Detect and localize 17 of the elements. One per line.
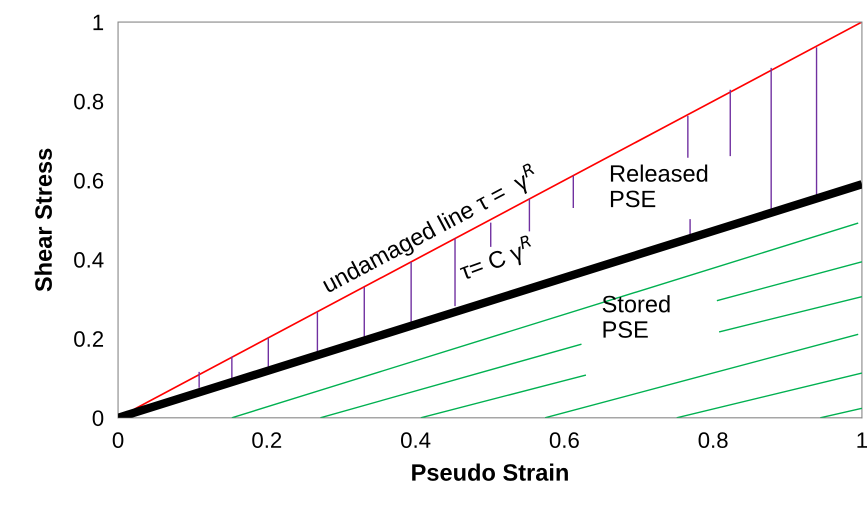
x-axis-title: Pseudo Strain — [412, 464, 568, 481]
y-tick-label: 0.6 — [74, 172, 104, 189]
annotation: Released PSE — [610, 164, 708, 208]
x-tick-label: 0.2 — [252, 432, 282, 448]
y-tick-label: 0.4 — [74, 252, 104, 268]
y-tick-label: 0.2 — [74, 331, 104, 347]
annotation: τ= C γ$^{R}$ — [456, 234, 536, 285]
y-tick-label: 1 — [93, 14, 104, 30]
x-tick-label: 1 — [857, 432, 868, 448]
x-tick-label: 0 — [112, 432, 124, 448]
y-axis-title: Shear Stress — [34, 148, 52, 292]
x-tick-label: 0.8 — [698, 432, 728, 448]
x-tick-label: 0.6 — [550, 432, 579, 448]
annotation: Stored PSE — [602, 295, 670, 338]
x-tick-label: 0.4 — [401, 432, 430, 448]
y-tick-label: 0.8 — [74, 94, 104, 110]
y-tick-label: 0 — [92, 410, 104, 426]
